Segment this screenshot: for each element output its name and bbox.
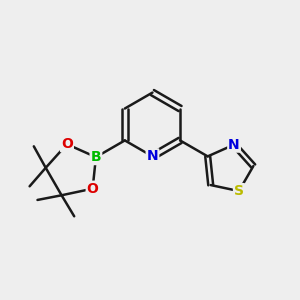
Text: S: S xyxy=(234,184,244,198)
Text: O: O xyxy=(61,137,73,151)
Text: B: B xyxy=(91,150,101,164)
Text: N: N xyxy=(228,138,240,152)
Text: N: N xyxy=(147,149,158,164)
Text: O: O xyxy=(87,182,99,196)
